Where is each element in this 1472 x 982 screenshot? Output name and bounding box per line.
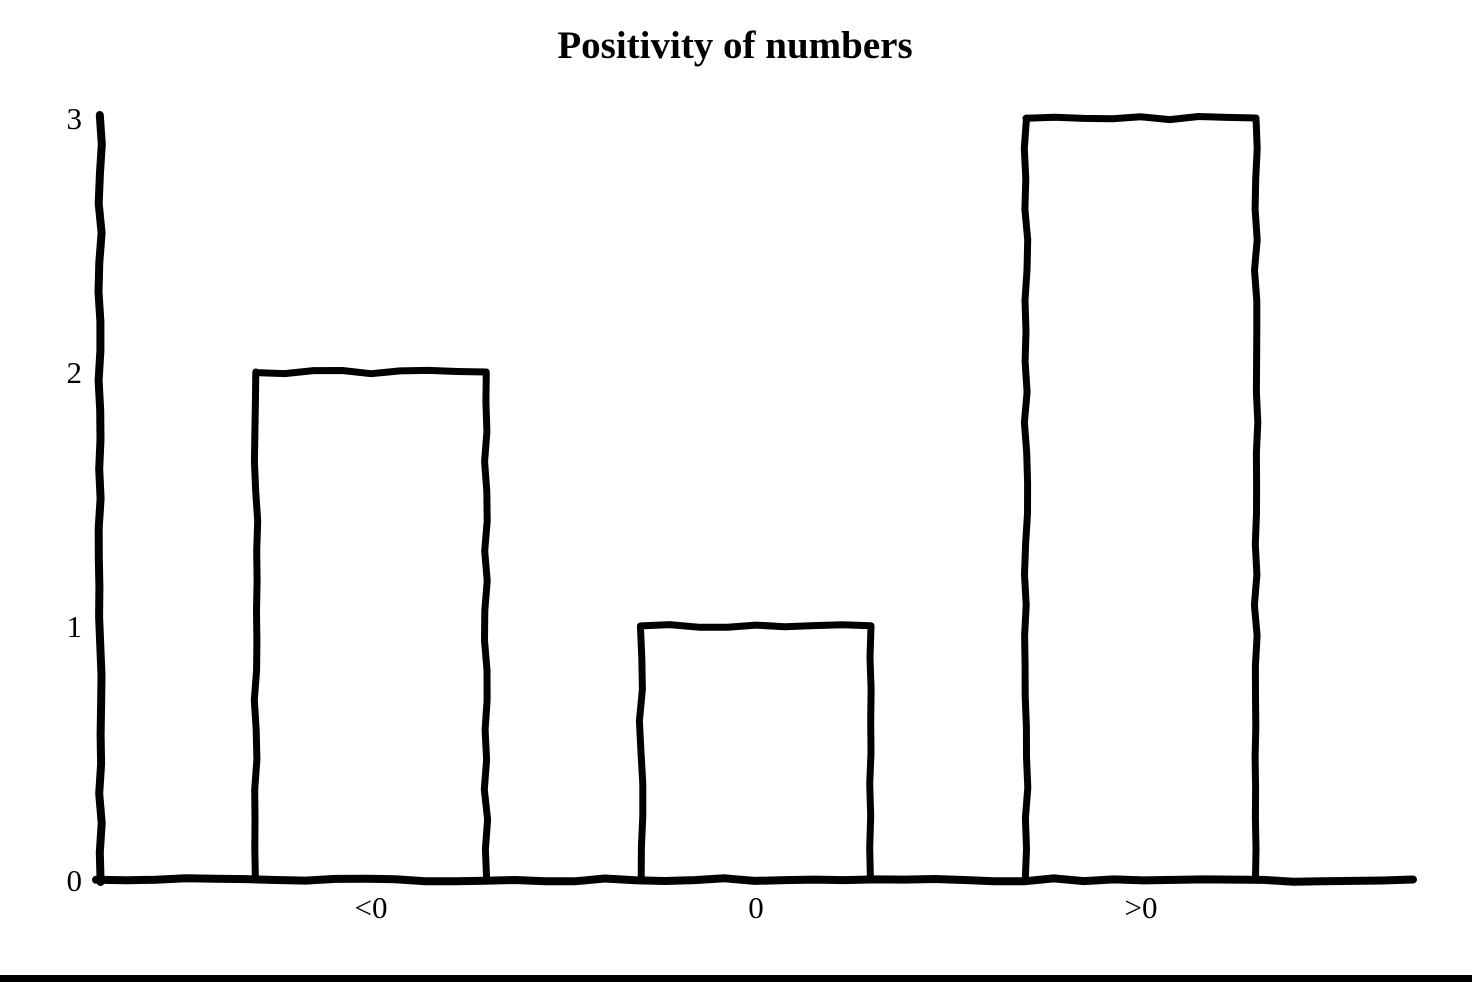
bar-0 bbox=[250, 366, 492, 883]
x-tick-label-2: >0 bbox=[1125, 890, 1158, 925]
bars-layer bbox=[250, 113, 1262, 883]
bar-1 bbox=[635, 621, 875, 883]
x-axis bbox=[92, 874, 1417, 886]
axes-layer bbox=[92, 111, 1417, 886]
y-tick-label-2: 2 bbox=[67, 355, 83, 390]
bar-2 bbox=[1020, 113, 1262, 883]
y-axis bbox=[94, 111, 106, 886]
chart-title: Positivity of numbers bbox=[557, 24, 912, 67]
y-tick-label-3: 3 bbox=[67, 101, 83, 136]
labels-layer: 0 1 2 3 <0 0 >0 bbox=[67, 101, 1158, 925]
x-tick-label-0: <0 bbox=[355, 890, 388, 925]
y-tick-label-1: 1 bbox=[67, 609, 83, 644]
bottom-border-rule bbox=[0, 975, 1472, 982]
y-tick-label-0: 0 bbox=[67, 863, 83, 898]
x-tick-label-1: 0 bbox=[748, 890, 764, 925]
